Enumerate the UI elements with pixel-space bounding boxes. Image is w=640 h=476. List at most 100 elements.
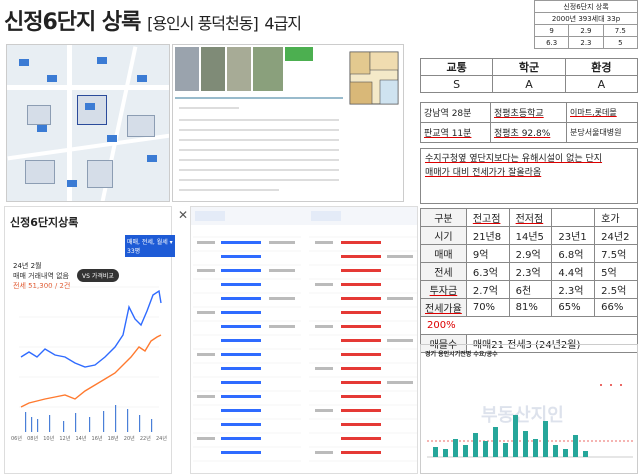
summary-cell: 6.3	[533, 36, 570, 49]
map-pin[interactable]	[147, 155, 157, 162]
price-cell: 66%	[594, 298, 638, 317]
x-tick: 18년	[107, 436, 119, 442]
map-pin[interactable]	[67, 180, 77, 187]
compare-button[interactable]: VS 가격비교	[77, 269, 119, 282]
map-pin[interactable]	[137, 75, 147, 82]
complex-location: [용인시 풍덕천동]	[147, 14, 259, 33]
rating-header: 교통	[419, 58, 494, 76]
memo-box: 수지구청옆 옆단지보다는 유해시설이 없는 단지 매매가 대비 전세가가 잘올라…	[420, 148, 638, 204]
map-pin[interactable]	[97, 57, 107, 64]
row-label: 전세	[420, 262, 467, 281]
x-tick: 24년	[155, 436, 167, 442]
watermark: 부동산지인	[481, 405, 564, 426]
x-tick: 12년	[59, 436, 71, 442]
map-pin[interactable]	[47, 75, 57, 82]
price-cell: 4.4억	[551, 262, 596, 281]
price-cell: 65%	[551, 298, 596, 317]
map-pin[interactable]	[37, 125, 47, 132]
rating-value: A	[564, 75, 639, 93]
rating-header: 환경	[564, 58, 639, 76]
price-cell: 2.5억	[594, 280, 638, 299]
deal-filter-button[interactable]: 매매, 전세, 월세 ▾ 33평	[125, 235, 175, 257]
close-icon[interactable]: ✕	[178, 208, 189, 222]
price-cell: 7.5억	[594, 244, 638, 263]
poi-table: 강남역 28분 정평초등학교 이마트,롯데몰 판교역 11분 정평초 92.8%…	[420, 102, 638, 143]
price-cell: 2.7억	[465, 280, 510, 299]
x-tick: 22년	[139, 436, 151, 442]
price-cell: 6.8억	[551, 244, 596, 263]
price-cell: 81%	[508, 298, 553, 317]
map-pin[interactable]	[19, 59, 29, 66]
x-tick: 08년	[27, 436, 39, 442]
price-cell: 6천	[508, 280, 553, 299]
map-pin[interactable]	[107, 135, 117, 142]
summary-box: 신정6단지 상록 2000년 393세대 33p 9 2.9 7.5 6.3 2…	[533, 0, 639, 49]
chart-rent-status: 전세 51,300 / 2건	[13, 282, 71, 290]
price-cell: 6.3억	[465, 262, 510, 281]
row-label: 매물수	[420, 334, 467, 353]
row-label: 투자금	[420, 280, 467, 299]
summary-cell: 2.9	[568, 24, 604, 37]
complex-grade: 4급지	[264, 14, 302, 33]
poi-cell: 이마트,롯데몰	[566, 102, 638, 123]
poi-cell: 분당서울대병원	[566, 122, 638, 143]
map-pin[interactable]	[85, 103, 95, 110]
volume-value: 매매21 전세3 (24년2월)	[465, 334, 639, 353]
price-chart-screenshot: 24년 2월 매매 거래내역 없음 전세 51,300 / 2건 매매, 전세,…	[4, 206, 175, 474]
page-title: 신정6단지 상록 [용인시 풍덕천동] 4급지	[4, 4, 302, 36]
supply-demand-chart: 경기 용인시기전명 수요/공수 부동산지인	[420, 344, 638, 474]
poi-cell: 판교역 11분	[420, 122, 491, 143]
floor-plan-image	[344, 46, 404, 110]
rating-value: S	[419, 75, 494, 93]
x-tick: 10년	[43, 436, 55, 442]
price-cell: 2.3억	[551, 280, 596, 299]
price-cell: 21년8	[465, 226, 510, 245]
memo-line: 수지구청옆 옆단지보다는 유해시설이 없는 단지	[425, 154, 603, 164]
summary-cell: 2.3	[568, 36, 604, 49]
price-cell: 2.9억	[508, 244, 553, 263]
chart-x-axis: 06년 08년 10년 12년 14년 16년 18년 20년 22년 24년	[11, 435, 167, 442]
price-cell: 5억	[594, 262, 638, 281]
price-cell: 2.3억	[508, 262, 553, 281]
x-tick: 16년	[91, 436, 103, 442]
summary-subtitle: 2000년 393세대 33p	[534, 12, 638, 25]
poi-cell: 정평초등학교	[490, 102, 567, 123]
row-label: 전세가율	[420, 298, 467, 317]
bar-chart-title: 경기 용인시기전명 수요/공수	[425, 351, 498, 358]
chart-month: 24년 2월	[13, 262, 42, 270]
summary-cell: 5	[602, 36, 639, 49]
price-header: 구분	[420, 208, 467, 227]
price-cell: 23년1	[551, 226, 596, 245]
x-tick: 20년	[123, 436, 135, 442]
size-label: 33평	[127, 248, 141, 255]
price-header: 호가	[594, 208, 638, 227]
rating-header: 학군	[492, 58, 566, 76]
rating-value: A	[492, 75, 566, 93]
price-cell: 24년2	[594, 226, 638, 245]
poi-cell: 강남역 28분	[420, 102, 491, 123]
x-tick: 06년	[11, 436, 22, 442]
poi-cell: 정평초 92.8%	[490, 122, 567, 143]
extra-ratio: 200%	[420, 316, 638, 335]
row-label: 매매	[420, 244, 467, 263]
price-cell: 14년5	[508, 226, 553, 245]
complex-name: 신정6단지 상록	[4, 10, 141, 35]
chart-sale-status: 매매 거래내역 없음	[13, 272, 69, 280]
summary-cell: 9	[533, 24, 570, 37]
deal-filter-label: 매매, 전세, 월세 ▾	[127, 239, 173, 246]
price-table: 구분 전고점 전저점 호가 시기 21년8 14년5 23년1 24년2 매매 …	[420, 208, 639, 353]
summary-cell: 7.5	[602, 24, 639, 37]
x-tick: 14년	[75, 436, 87, 442]
memo-line: 매매가 대비 전세가가 잘올라옴	[425, 168, 542, 178]
price-header: 전저점	[508, 208, 553, 227]
summary-title: 신정6단지 상록	[534, 0, 638, 13]
rating-table: 교통 학군 환경 S A A	[419, 58, 639, 93]
price-cell: 9억	[465, 244, 510, 263]
map-screenshot[interactable]	[6, 44, 170, 202]
price-cell: 70%	[465, 298, 510, 317]
deal-list-screenshot	[190, 206, 418, 474]
row-label: 시기	[420, 226, 467, 245]
price-header: 전고점	[465, 208, 510, 227]
chart-screen-title: 신정6단지상록	[10, 216, 79, 229]
price-header	[551, 208, 596, 227]
